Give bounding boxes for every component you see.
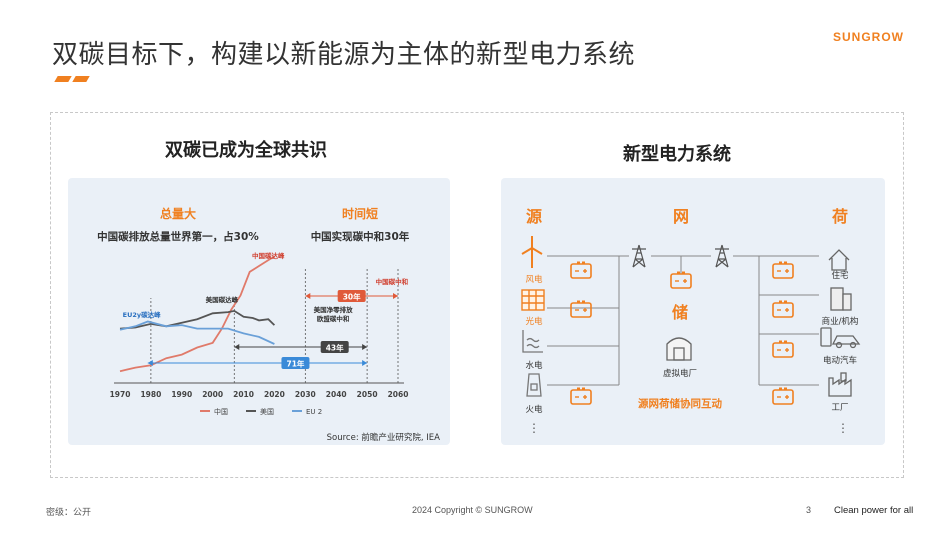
annotation-us-eu-neutral: 欧盟碳中和 <box>317 314 350 323</box>
copyright-text: 2024 Copyright © SUNGROW <box>412 505 533 515</box>
virtual-plant-icon <box>666 337 692 361</box>
x-tick-label: 1980 <box>140 390 161 399</box>
span-71-badge <box>281 357 310 369</box>
battery-icon <box>772 260 794 279</box>
slogan: Clean power for all <box>834 505 914 516</box>
x-tick-label: 2020 <box>264 390 285 399</box>
legend-label: 美国 <box>260 407 274 416</box>
span-43-arrowhead <box>234 344 240 350</box>
sub-total: 中国碳排放总量世界第一，占30% <box>97 230 259 243</box>
thermal-plant-icon <box>526 373 542 397</box>
x-tick-label: 2060 <box>388 390 409 399</box>
legend-label: EU 2 <box>306 408 322 416</box>
col-load: 荷 <box>832 207 848 226</box>
grid-tower-icon <box>714 244 730 268</box>
annotation-china-peak: 中国碳达峰 <box>252 251 285 260</box>
span-71-arrowhead <box>147 360 153 366</box>
span-43-arrowhead <box>362 344 368 350</box>
col-grid: 网 <box>673 207 689 226</box>
factory-icon <box>828 372 852 397</box>
battery-icon <box>570 260 592 279</box>
wind-turbine-icon <box>521 236 543 268</box>
page-number: 3 <box>806 505 812 515</box>
source-more-dots: ⋮ <box>528 421 540 435</box>
left-panel-title: 双碳已成为全球共识 <box>165 140 327 161</box>
chart-source: Source: 前瞻产业研究院, IEA <box>327 432 441 443</box>
battery-icon <box>570 299 592 318</box>
annotation-eu-peak: EU2y碳达峰 <box>123 310 161 319</box>
carbon-emission-chart: 总量大 中国碳排放总量世界第一，占30% 时间短 中国实现碳中和30年 1970… <box>97 206 441 443</box>
virtual-plant-label: 虚拟电厂 <box>663 368 697 379</box>
right-panel-title: 新型电力系统 <box>623 144 731 165</box>
battery-icon <box>570 386 592 405</box>
source-label-hydro: 水电 <box>525 360 543 371</box>
grid-lines <box>547 255 819 386</box>
series-line <box>119 320 275 345</box>
load-more-dots: ⋮ <box>837 421 849 435</box>
annotation-us-eu-neutral: 美国净零排放 <box>314 305 354 314</box>
load-label-ev: 电动汽车 <box>823 355 857 366</box>
x-tick-label: 2010 <box>233 390 254 399</box>
span-30-label: 30年 <box>343 292 361 302</box>
carbon-chart-card: 总量大 中国碳排放总量世界第一，占30% 时间短 中国实现碳中和30年 1970… <box>68 178 450 445</box>
span-43-label: 43年 <box>326 343 344 353</box>
x-tick-label: 2050 <box>357 390 378 399</box>
solar-panel-icon <box>521 289 545 311</box>
x-tick-label: 2040 <box>326 390 347 399</box>
content-frame <box>50 112 904 478</box>
span-71-label: 71年 <box>286 359 304 369</box>
grid-tower-icon <box>631 244 647 268</box>
power-system-diagram: 源 网 荷 风 <box>521 207 861 435</box>
heading-time: 时间短 <box>342 206 378 221</box>
interaction-label: 源网荷储协同互动 <box>638 397 722 410</box>
hydro-icon <box>522 330 543 353</box>
title-accent-bar <box>52 76 90 82</box>
logo-text: SUNGROW <box>833 30 904 44</box>
source-label-wind: 风电 <box>525 274 543 285</box>
load-label-factory: 工厂 <box>831 403 848 413</box>
span-71-arrowhead <box>362 360 368 366</box>
span-30-arrowhead <box>393 293 398 299</box>
load-label-home: 住宅 <box>831 270 848 281</box>
battery-icon <box>772 386 794 405</box>
x-tick-label: 1990 <box>171 390 192 399</box>
plot-area: 1970 1980 1990 2000 2010 2020 2030 2040 2050 2060… <box>110 251 409 416</box>
span-43-badge <box>320 341 349 353</box>
battery-icon <box>772 339 794 358</box>
series-line <box>119 255 275 373</box>
sub-time: 中国实现碳中和30年 <box>311 230 410 243</box>
storage-label: 储 <box>671 303 688 322</box>
power-system-card: 源 网 荷 风 <box>501 178 885 445</box>
battery-icon <box>670 270 692 289</box>
col-source: 源 <box>526 207 542 226</box>
annotation-us-peak: 美国碳达峰 <box>206 295 239 304</box>
classification-label: 密级：公开 <box>46 507 92 517</box>
source-label-solar: 光电 <box>525 316 543 327</box>
source-label-thermal: 火电 <box>525 404 543 415</box>
building-icon <box>830 287 852 311</box>
series-line <box>119 309 276 330</box>
x-tick-label: 2030 <box>295 390 316 399</box>
span-30-badge <box>337 290 366 302</box>
x-tick-label: 1970 <box>110 390 131 399</box>
annotation-china-neutral: 中国碳中和 <box>376 277 409 286</box>
battery-icon <box>772 299 794 318</box>
x-tick-label: 2000 <box>202 390 223 399</box>
load-label-commercial: 商业/机构 <box>822 316 859 327</box>
legend-label: 中国 <box>214 407 228 416</box>
heading-total: 总量大 <box>160 206 196 221</box>
sungrow-logo: SUNGROW <box>833 30 904 44</box>
slide-title: 双碳目标下，构建以新能源为主体的新型电力系统 <box>52 40 636 70</box>
house-icon <box>828 249 850 271</box>
span-30-arrowhead <box>305 293 311 299</box>
electric-car-icon <box>820 327 861 349</box>
